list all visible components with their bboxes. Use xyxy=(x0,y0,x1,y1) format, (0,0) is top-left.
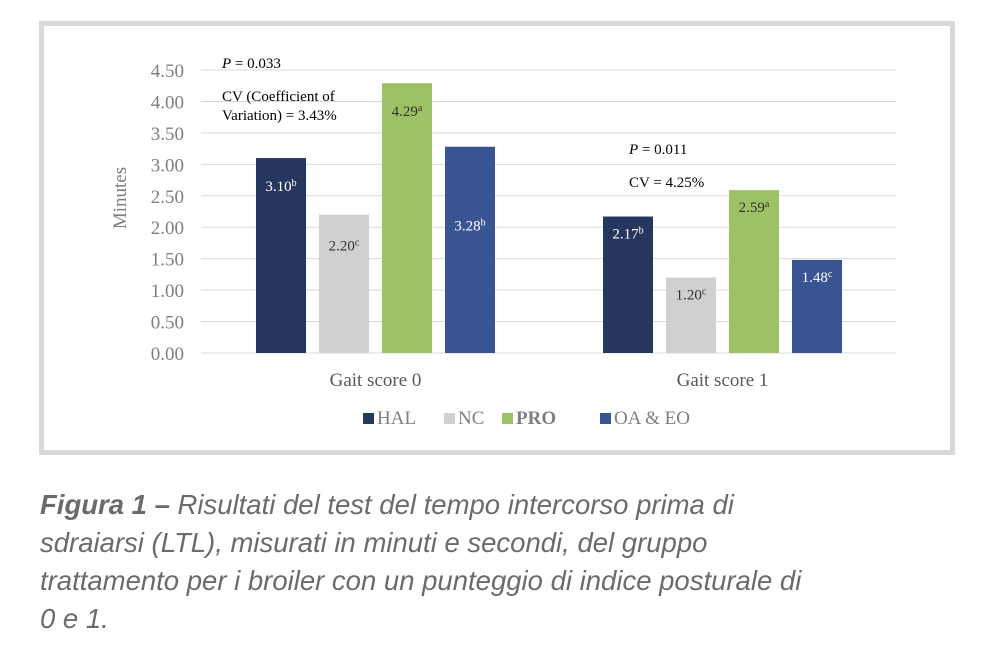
bar-pro-0 xyxy=(382,83,432,353)
bar-nc-1 xyxy=(666,277,716,353)
svg-text:P = 0.033: P = 0.033 xyxy=(221,56,281,72)
y-tick-label: 3.00 xyxy=(151,155,184,176)
p-symbol: P xyxy=(628,142,638,158)
legend-swatch xyxy=(363,413,374,424)
legend-item: HAL xyxy=(363,408,416,429)
data-label: 3.10b xyxy=(265,178,296,196)
y-tick-label: 0.50 xyxy=(151,313,184,334)
legend-label: HAL xyxy=(377,408,416,429)
legend-label: NC xyxy=(458,408,484,429)
legend-swatch xyxy=(444,413,455,424)
data-label-superscript: b xyxy=(292,178,297,189)
data-label-value: 2.20 xyxy=(329,239,355,255)
y-tick-label: 3.50 xyxy=(151,124,184,145)
legend-item: OA & EO xyxy=(600,408,690,429)
caption-line1: Risultati del test del tempo intercorso … xyxy=(169,489,734,520)
data-label-value: 3.28 xyxy=(454,218,480,234)
cv-line2: Variation) = 3.43% xyxy=(222,108,337,124)
data-label-superscript: a xyxy=(418,103,423,114)
annotation-gait0: P = 0.033 CV (Coefficient of Variation) … xyxy=(221,56,337,124)
chart-frame: 0.00 0.50 1.00 1.50 2.00 2.50 3.00 3.50 4.00 4.50… xyxy=(39,21,955,455)
p-value: = 0.011 xyxy=(638,142,687,158)
data-label-value: 1.48 xyxy=(802,270,828,286)
legend-item: PRO xyxy=(502,408,556,429)
data-label-superscript: b xyxy=(481,217,486,228)
legend-label: PRO xyxy=(516,408,556,429)
legend-swatch xyxy=(600,413,611,424)
data-label: 4.29a xyxy=(392,103,423,121)
data-label-superscript: c xyxy=(828,268,833,279)
data-label-value: 1.20 xyxy=(676,288,702,304)
p-symbol: P xyxy=(221,56,231,72)
y-axis-label: Minutes xyxy=(110,167,131,229)
data-label-value: 4.29 xyxy=(392,104,418,120)
data-label: 1.48c xyxy=(802,268,833,286)
y-tick-label: 4.50 xyxy=(151,61,184,82)
cv-value: CV = 4.25% xyxy=(629,175,704,191)
y-tick-label: 1.00 xyxy=(151,281,184,302)
category-label: Gait score 1 xyxy=(677,370,769,391)
bar-nc-0 xyxy=(319,214,369,353)
data-label: 2.59a xyxy=(739,199,770,217)
bar-chart: 0.00 0.50 1.00 1.50 2.00 2.50 3.00 3.50 4.00 4.50… xyxy=(110,56,896,429)
figure-caption: Figura 1 – Risultati del test del tempo … xyxy=(40,486,940,638)
data-label: 3.28b xyxy=(454,217,485,235)
y-tick-label: 2.00 xyxy=(151,218,184,239)
bar-oa-eo-0 xyxy=(445,146,495,353)
y-tick-label: 2.50 xyxy=(151,187,184,208)
bar-oa-eo-1 xyxy=(792,259,842,353)
caption-line3: trattamento per i broiler con un puntegg… xyxy=(40,565,802,596)
caption-line2: sdraiarsi (LTL), misurati in minuti e se… xyxy=(40,527,708,558)
svg-text:P = 0.011: P = 0.011 xyxy=(628,142,687,158)
category-label: Gait score 0 xyxy=(330,370,422,391)
legend-label: OA & EO xyxy=(614,408,690,429)
data-label-superscript: c xyxy=(702,286,707,297)
legend: HAL NC PRO OA & EO xyxy=(363,408,690,429)
cv-line1: CV (Coefficient of xyxy=(222,89,335,105)
data-label-value: 2.59 xyxy=(739,200,765,216)
y-tick-label: 4.00 xyxy=(151,92,184,113)
legend-swatch xyxy=(502,413,513,424)
bar-pro-1 xyxy=(729,190,779,353)
y-tick-label: 1.50 xyxy=(151,250,184,271)
annotation-gait1: P = 0.011 CV = 4.25% xyxy=(628,142,704,191)
data-label-value: 3.10 xyxy=(265,179,291,195)
data-label: 2.17b xyxy=(612,225,643,243)
caption-label: Figura 1 – xyxy=(40,489,170,520)
data-label-value: 2.17 xyxy=(612,227,639,243)
bar-hal-0 xyxy=(256,158,306,353)
data-label: 1.20c xyxy=(676,286,707,304)
legend-item: NC xyxy=(444,408,484,429)
p-value: = 0.033 xyxy=(231,56,281,72)
data-label: 2.20c xyxy=(329,237,360,255)
caption-line4: 0 e 1. xyxy=(40,603,109,634)
data-label-superscript: c xyxy=(355,237,360,248)
data-label-superscript: a xyxy=(765,199,770,210)
data-label-superscript: b xyxy=(639,225,644,236)
bar-hal-1 xyxy=(603,216,653,353)
y-tick-label: 0.00 xyxy=(151,344,184,365)
